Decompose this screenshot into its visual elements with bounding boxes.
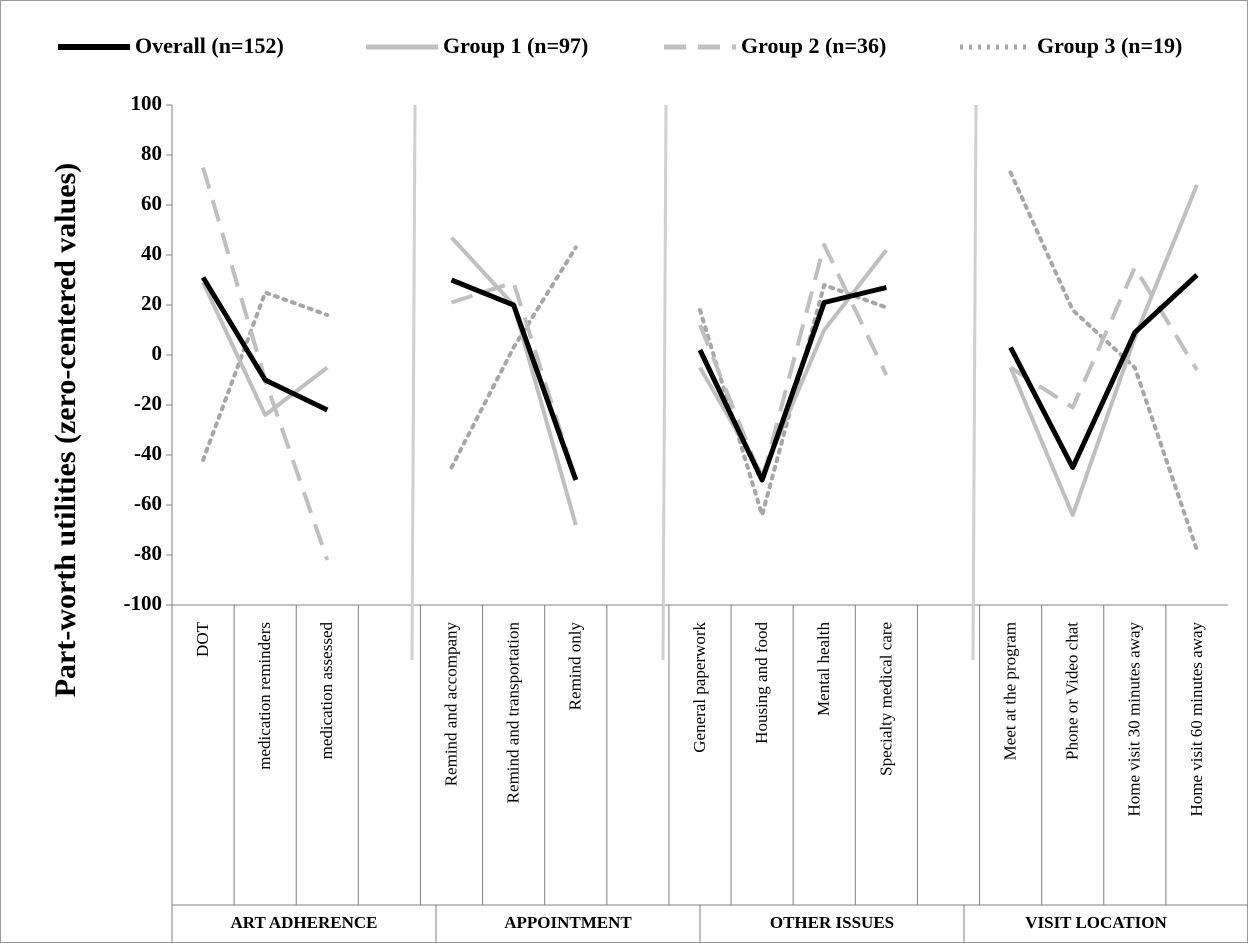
y-tick-label: 80 <box>141 141 162 165</box>
y-tick-label: 100 <box>131 91 163 115</box>
y-tick-label: -100 <box>124 591 163 615</box>
y-tick-label: 20 <box>141 291 162 315</box>
x-tick-label: medication assessed <box>317 622 336 760</box>
legend-label: Group 2 (n=36) <box>741 33 886 58</box>
group-label: ART ADHERENCE <box>231 913 378 932</box>
legend-label: Group 3 (n=19) <box>1037 33 1182 58</box>
x-tick-label: Housing and food <box>752 622 771 744</box>
group-separator <box>971 104 978 661</box>
legend-label: Overall (n=152) <box>135 33 284 58</box>
x-tick-label: Home visit 60 minutes away <box>1187 622 1206 817</box>
y-tick-label: -80 <box>134 541 162 565</box>
x-tick-label: Remind and accompany <box>441 622 460 787</box>
x-tick-label: Specialty medical care <box>876 622 895 776</box>
series-line <box>200 273 1199 483</box>
y-tick-label: -20 <box>134 391 162 415</box>
group-label: VISIT LOCATION <box>1025 913 1167 932</box>
y-tick-label: 60 <box>141 191 162 215</box>
y-tick-label: 40 <box>141 241 162 265</box>
x-tick-label: General paperwork <box>690 622 709 753</box>
group-label: OTHER ISSUES <box>770 913 894 932</box>
group-separator <box>410 104 417 661</box>
x-tick-label: Mental health <box>814 622 833 716</box>
y-axis-title: Part-worth utilities (zero-centered valu… <box>49 163 82 698</box>
legend-label: Group 1 (n=97) <box>443 33 588 58</box>
x-tick-label: medication reminders <box>255 622 274 770</box>
group-label: APPOINTMENT <box>504 913 632 932</box>
x-tick-label: Home visit 30 minutes away <box>1125 622 1144 817</box>
group-separator <box>661 104 668 661</box>
x-tick-label: Remind and transportation <box>504 622 523 804</box>
y-tick-label: 0 <box>152 341 163 365</box>
y-tick-label: -60 <box>134 491 162 515</box>
x-tick-label: Remind only <box>566 622 585 711</box>
x-tick-label: DOT <box>193 621 212 657</box>
x-tick-label: Phone or Video chat <box>1063 622 1082 760</box>
y-tick-label: -40 <box>134 441 162 465</box>
series-line <box>201 170 1199 552</box>
x-tick-label: Meet at the program <box>1000 622 1019 760</box>
